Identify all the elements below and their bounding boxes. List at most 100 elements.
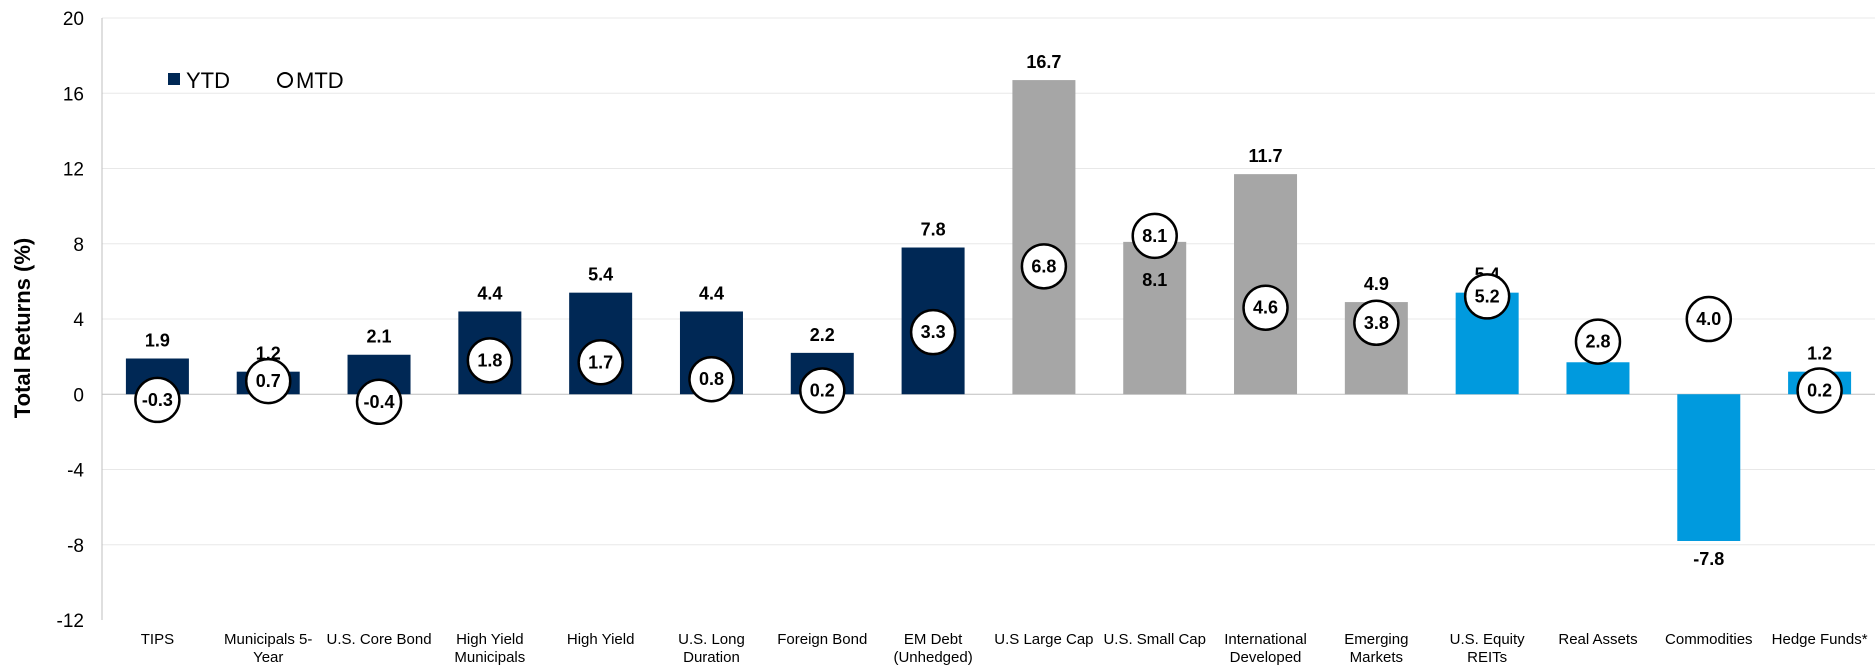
bar-ytd: [1234, 174, 1298, 395]
mtd-value-label: -0.3: [142, 390, 173, 410]
category-label: (Unhedged): [893, 649, 972, 666]
category-label: EM Debt: [904, 631, 963, 648]
mtd-value-label: 0.7: [256, 371, 281, 391]
mtd-value-label: 0.8: [699, 369, 724, 389]
category-labels: TIPS Municipals 5-Year U.S. Core Bond High …: [141, 631, 1868, 666]
mtd-circle: [577, 339, 624, 386]
mtd-marker: -0.4: [355, 378, 403, 426]
category-label: Real Assets: [1558, 631, 1637, 648]
ytd-value-label: 8.1: [1142, 270, 1167, 290]
category-label: TIPS: [141, 631, 174, 648]
mtd-value-label: 3.3: [921, 322, 946, 342]
mtd-marker: 5.2: [1463, 273, 1511, 320]
y-tick-label: 12: [63, 160, 84, 181]
mtd-marker: 2.8: [1574, 318, 1622, 365]
mtd-circle: [1574, 318, 1622, 365]
mtd-circle: [355, 378, 403, 426]
ytd-bars: [125, 80, 1852, 541]
ytd-value-label: 4.9: [1364, 274, 1389, 294]
gridlines: [102, 17, 1875, 546]
ytd-value-label: 1.2: [256, 344, 281, 364]
mtd-value-label: 6.8: [1031, 256, 1056, 276]
ytd-value-label: 11.7: [1249, 146, 1283, 166]
mtd-value-label: 5.2: [1475, 286, 1500, 306]
y-tick-label: -8: [67, 536, 84, 557]
mtd-value-label: 0.2: [810, 380, 835, 400]
category-label: Hedge Funds*: [1772, 631, 1868, 648]
mtd-marker: 6.8: [1020, 243, 1068, 290]
ytd-value-label: 1.2: [1807, 344, 1832, 364]
ytd-value-label: 5.4: [588, 265, 613, 285]
category-label: Markets: [1350, 649, 1403, 666]
y-axis-title: Total Returns (%): [10, 238, 35, 418]
ytd-value-label: 1.9: [145, 331, 170, 351]
mtd-circle: [799, 367, 846, 414]
legend-ytd-swatch: [168, 73, 180, 85]
mtd-circle: [1796, 367, 1843, 414]
ytd-value-label: 2.1: [367, 327, 392, 347]
category-label: Municipals 5-: [224, 631, 312, 648]
category-label: U.S. Small Cap: [1103, 631, 1206, 648]
mtd-marker: 0.7: [244, 357, 292, 405]
ytd-value-label: 16.7: [1026, 52, 1061, 72]
mtd-circle: [1685, 295, 1733, 343]
y-axis-ticks: -12 -8 -4 0 4 8 12 16 20: [57, 9, 85, 632]
mtd-marker: 1.7: [577, 339, 624, 386]
mtd-value-label: -0.4: [364, 392, 395, 412]
category-label: Duration: [683, 649, 740, 666]
mtd-circle: [1020, 243, 1068, 290]
ytd-value-label: 4.4: [699, 283, 724, 303]
category-label: U.S Large Cap: [994, 631, 1093, 648]
mtd-value-label: 2.8: [1585, 332, 1610, 352]
category-label: Foreign Bond: [777, 631, 867, 648]
legend-mtd-label: MTD: [296, 68, 344, 93]
mtd-markers: -0.3 0.7 -0.4 1.8 1.7 0.8 0.2 3.3 6.8 8.1 4.6 3.8 5.…: [134, 212, 1843, 426]
ytd-value-label: 7.8: [921, 220, 946, 240]
category-label: Year: [253, 649, 283, 666]
category-label: High Yield: [456, 631, 524, 648]
mtd-circle: [688, 355, 735, 403]
category-label: REITs: [1467, 649, 1507, 666]
y-tick-label: 20: [63, 9, 84, 30]
y-tick-label: 8: [73, 235, 84, 256]
category-label: International: [1224, 631, 1307, 648]
mtd-marker: 0.2: [799, 367, 846, 414]
mtd-circle: [909, 308, 957, 356]
mtd-circle: [1131, 212, 1178, 260]
legend: YTD MTD: [168, 68, 344, 93]
mtd-circle: [134, 376, 181, 424]
mtd-value-label: 3.8: [1364, 313, 1389, 333]
category-label: Developed: [1230, 649, 1302, 666]
mtd-value-label: 0.2: [1807, 380, 1832, 400]
mtd-value-label: 8.1: [1142, 226, 1167, 246]
bar-ytd: [1566, 362, 1630, 395]
y-tick-label: -12: [57, 611, 84, 632]
category-label: Municipals: [454, 649, 525, 666]
mtd-marker: -0.3: [134, 376, 181, 424]
mtd-marker: 0.2: [1796, 367, 1843, 414]
mtd-circle: [244, 357, 292, 405]
mtd-value-label: 4.0: [1696, 309, 1721, 329]
bar-ytd: [1012, 80, 1076, 395]
mtd-marker: 3.3: [909, 308, 957, 356]
mtd-circle: [1353, 299, 1400, 347]
category-label: U.S. Core Bond: [327, 631, 432, 648]
bar-ytd: [1123, 241, 1187, 395]
mtd-marker: 4.0: [1685, 295, 1733, 343]
mtd-value-label: 1.7: [588, 352, 613, 372]
mtd-value-label: 4.6: [1253, 298, 1278, 318]
category-label: High Yield: [567, 631, 635, 648]
mtd-marker: 1.8: [466, 337, 514, 384]
category-label: Emerging: [1344, 631, 1408, 648]
legend-mtd-swatch: [277, 72, 293, 88]
mtd-marker: 4.6: [1242, 284, 1289, 331]
ytd-value-label: 2.2: [810, 325, 835, 345]
category-label: U.S. Long: [678, 631, 745, 648]
mtd-circle: [1463, 273, 1511, 320]
mtd-marker: 0.8: [688, 355, 735, 403]
ytd-value-label: 4.4: [477, 283, 502, 303]
y-tick-label: 4: [73, 310, 84, 331]
mtd-marker: 3.8: [1353, 299, 1400, 347]
legend-ytd-label: YTD: [186, 68, 230, 93]
